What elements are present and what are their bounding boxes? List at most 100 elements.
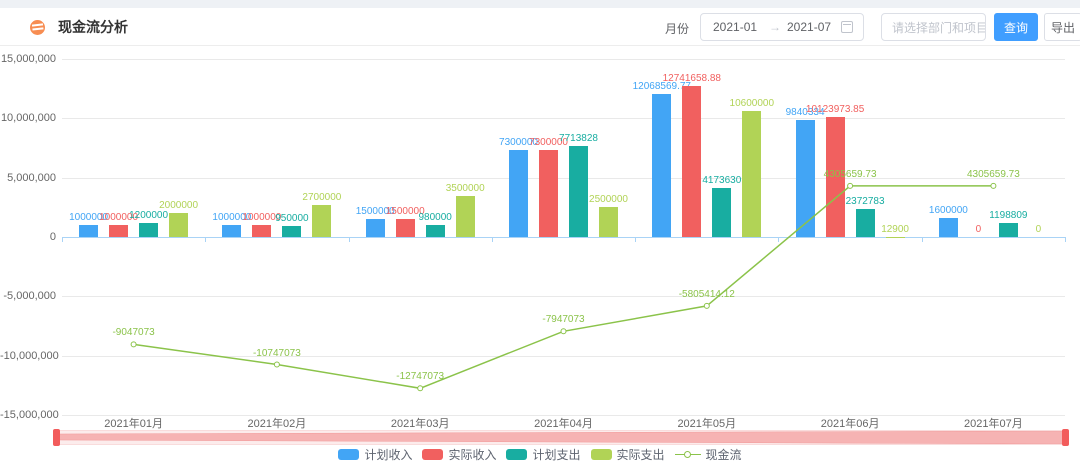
calendar-icon[interactable] [841,21,853,33]
bar-value-label: 12741658.88 [662,72,721,84]
bar-value-label: 12900 [881,223,909,235]
gridline [62,118,1065,120]
y-axis-label: 15,000,000 [0,53,56,65]
legend-label: 计划收入 [364,447,413,462]
bar[interactable] [539,150,558,237]
bar[interactable] [365,219,385,237]
x-axis-tick [921,237,923,242]
y-axis-label: -10,000,000 [0,349,59,362]
bar-value-label: 7300000 [499,137,538,149]
gridline [62,177,1065,179]
legend-item[interactable]: 现金流 [674,446,742,463]
legend-label: 现金流 [705,447,742,462]
cashflow-point[interactable] [417,385,424,392]
bar-value-label: 7300000 [529,137,568,149]
query-button[interactable]: 查询 [994,13,1038,41]
cashflow-point[interactable] [560,328,567,335]
gridline [62,296,1065,298]
bar-value-label: 0 [1035,224,1042,235]
legend-line-marker [674,449,701,460]
y-axis-label: -15,000,000 [0,409,59,421]
gridline [62,415,1065,416]
legend-item[interactable]: 实际收入 [422,446,496,463]
gridline [62,59,1065,60]
cashflow-value-label: 4305659.73 [966,168,1020,180]
y-axis-label: 10,000,000 [0,112,56,125]
x-axis-label: 2021年07月 [964,418,1023,430]
filter-toolbar: 月份 2021-01 → 2021-07 请选择部门和项目 查询 导出 [660,8,1080,46]
x-axis-label: 2021年01月 [104,418,163,430]
export-button[interactable]: 导出 [1044,13,1080,41]
legend-label: 实际支出 [616,447,665,462]
date-range-picker[interactable]: 2021-01 → 2021-07 [700,13,864,41]
bar-value-label: 1000000 [69,212,109,224]
bar[interactable] [222,225,242,237]
bar-value-label: 3500000 [445,182,485,194]
date-end-value[interactable]: 2021-07 [787,20,832,34]
bar[interactable] [79,225,99,237]
cashflow-value-label: -12747073 [396,371,445,383]
x-axis-tick [635,237,637,242]
legend-label: 计划支出 [532,447,581,462]
bar[interactable] [312,205,332,237]
cashflow-point[interactable] [990,182,997,189]
legend-item[interactable]: 计划收入 [338,446,412,463]
y-axis-label: 0 [49,231,56,243]
legend-label: 实际收入 [448,447,497,462]
bar[interactable] [282,225,302,237]
bar[interactable] [509,150,528,237]
bar[interactable] [109,225,129,237]
x-axis-label: 2021年05月 [677,418,737,430]
cashflow-point[interactable] [273,361,280,368]
department-project-select[interactable]: 请选择部门和项目 [881,13,986,41]
bar[interactable] [599,207,618,237]
x-axis-tick [491,237,493,242]
bar[interactable] [742,111,762,237]
bar-value-label: 1000000 [99,212,139,224]
cashflow-point[interactable] [130,341,137,348]
bar-value-label: 2700000 [302,192,342,203]
legend-item[interactable]: 实际支出 [590,446,665,463]
cashflow-point[interactable] [847,182,854,189]
cashflow-icon [30,19,45,35]
cashflow-value-label: -9047073 [112,327,155,339]
datazoom-left-handle[interactable] [53,429,60,446]
bar[interactable] [425,225,445,237]
x-axis-tick [205,237,207,242]
datazoom-data-shadow [56,430,1066,445]
bar[interactable] [712,187,732,237]
header-bar: 现金流分析 月份 2021-01 → 2021-07 请选择部门和项目 查询 导… [0,8,1080,46]
month-filter-label: 月份 [665,22,690,36]
legend-item[interactable]: 计划支出 [506,446,581,463]
cashflow-value-label: -7947073 [542,314,585,326]
x-axis-label: 2021年04月 [534,418,593,430]
legend-marker [590,448,612,460]
x-axis-tick [778,237,780,242]
bar[interactable] [252,225,272,237]
datazoom-right-handle[interactable] [1062,429,1069,446]
bar-value-label: 7713828 [559,132,598,144]
cashflow-value-label: -5805414.12 [678,288,735,300]
legend-marker [338,448,360,460]
bar-value-label: 4173630 [702,174,742,186]
bar[interactable] [139,222,159,237]
x-axis-tick [348,237,350,242]
legend-marker [506,448,528,460]
bar[interactable] [455,195,475,237]
date-start-value[interactable]: 2021-01 [713,20,758,34]
bar[interactable] [569,145,588,237]
bar-value-label: 2500000 [589,194,628,206]
page-background-strip [0,0,1080,8]
bar[interactable] [682,85,702,237]
cashflow-point[interactable] [703,302,710,309]
cashflow-value-label: -10747073 [252,347,301,359]
x-axis-label: 2021年02月 [247,418,307,430]
date-range-arrow-icon: → [769,20,781,34]
bar[interactable] [652,93,672,237]
bar-value-label: 10123973.85 [805,103,865,115]
bar[interactable] [169,213,189,237]
bar[interactable] [998,222,1018,237]
x-axis-label: 2021年06月 [820,418,880,430]
datazoom-slider[interactable] [53,429,1069,446]
